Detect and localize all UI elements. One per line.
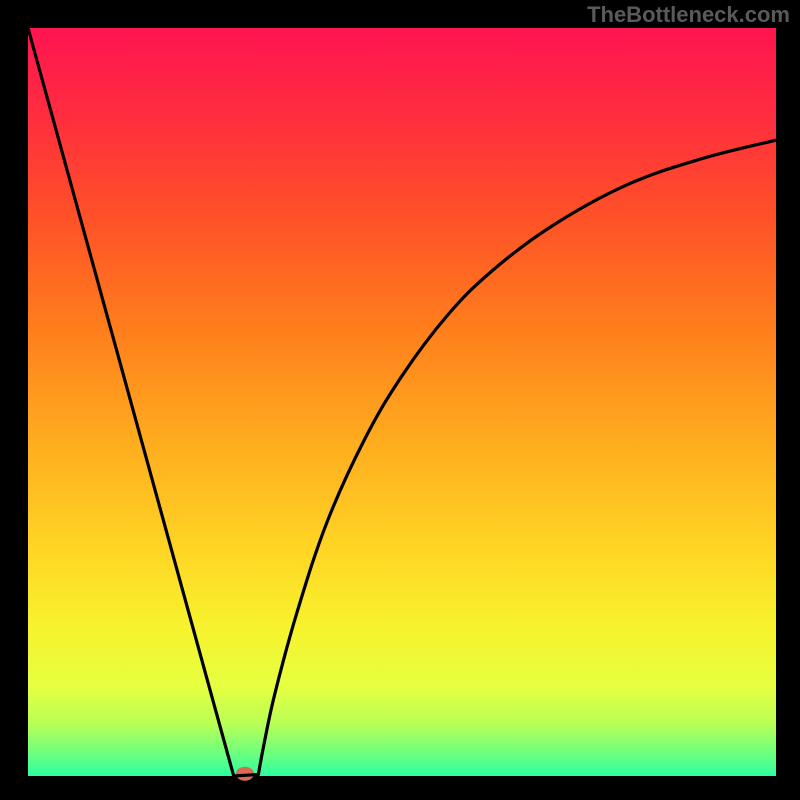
watermark-text: TheBottleneck.com <box>587 2 790 28</box>
v-curve-path <box>28 28 776 776</box>
v-curve-chart <box>28 28 776 776</box>
stage: TheBottleneck.com <box>0 0 800 800</box>
chart-plot-area <box>28 28 776 776</box>
